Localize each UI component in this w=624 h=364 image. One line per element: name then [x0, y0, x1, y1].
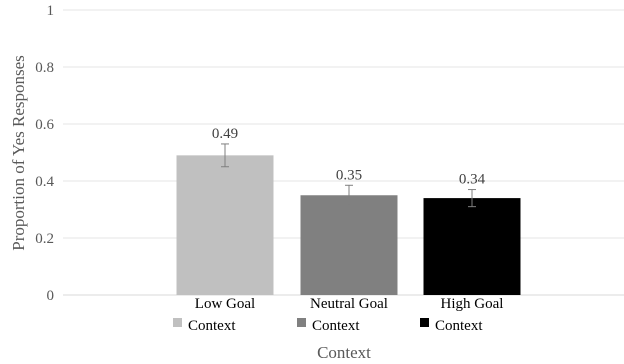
legend-swatch — [420, 318, 429, 327]
error-bars — [221, 143, 476, 208]
gridlines — [63, 9, 624, 296]
category-labels: Low Goal Context Neutral Goal Context High G… — [173, 296, 503, 334]
category-label-line2: Context — [312, 318, 360, 334]
category-label-line1: High Goal — [441, 296, 504, 312]
category-label-line2: Context — [188, 318, 236, 334]
bars — [176, 155, 521, 295]
category-label-line1: Low Goal — [195, 296, 255, 312]
legend-swatch — [173, 318, 182, 327]
data-labels: 0.49 0.35 0.34 — [212, 126, 486, 188]
category-label-line1: Neutral Goal — [310, 296, 388, 312]
y-tick-label: 0 — [47, 288, 55, 304]
y-tick-label: 0.2 — [35, 231, 54, 247]
y-tick-label: 1 — [47, 3, 55, 19]
data-label: 0.49 — [212, 126, 238, 142]
data-label: 0.35 — [336, 167, 362, 183]
bar — [300, 195, 398, 295]
bar — [423, 198, 521, 295]
y-tick-label: 0.4 — [35, 174, 54, 190]
x-axis-title: Context — [317, 343, 371, 362]
bar — [176, 155, 274, 295]
y-axis-ticks: 0 0.2 0.4 0.6 0.8 1 — [35, 3, 54, 304]
y-axis-title: Proportion of Yes Responses — [9, 55, 28, 251]
data-label: 0.34 — [459, 172, 486, 188]
legend-swatch — [297, 318, 306, 327]
y-tick-label: 0.8 — [35, 60, 54, 76]
category-label-line2: Context — [435, 318, 483, 334]
y-tick-label: 0.6 — [35, 117, 54, 133]
